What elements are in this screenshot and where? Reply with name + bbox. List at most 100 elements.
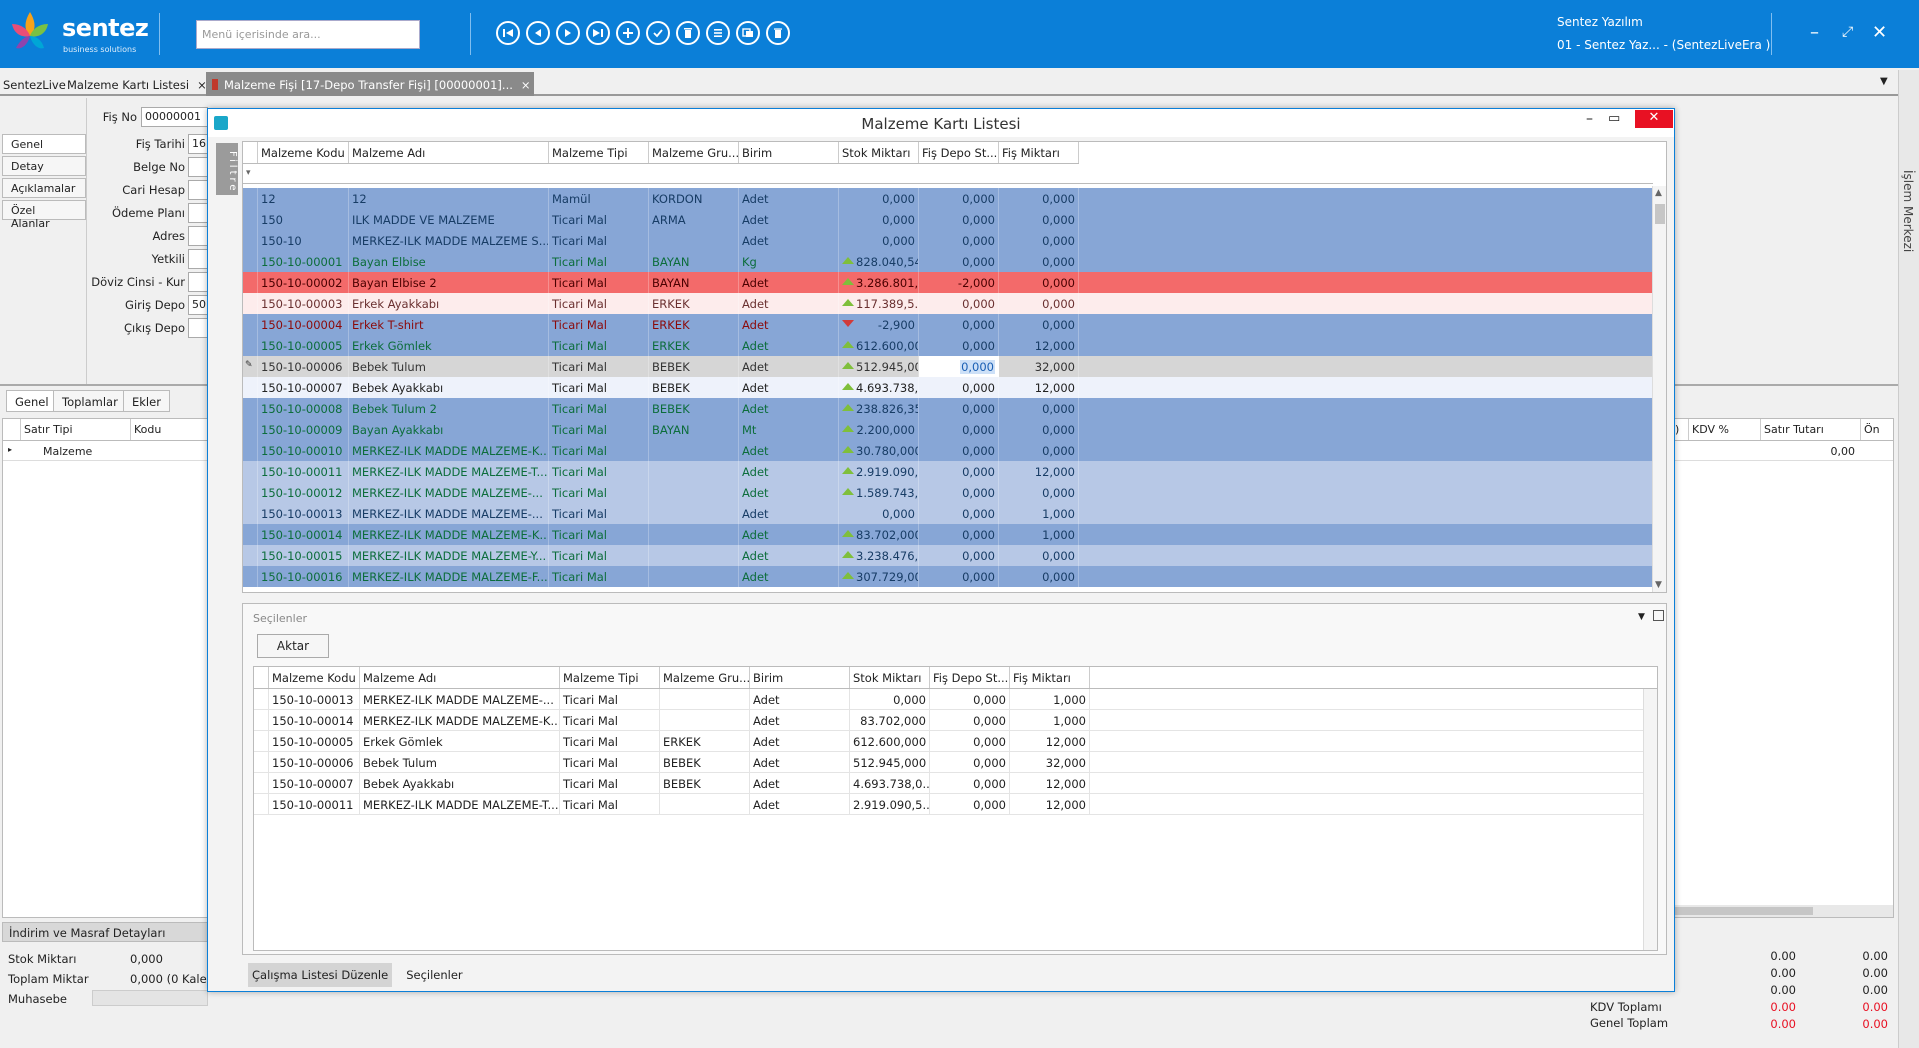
table-row[interactable]: 150-10-00002 Bayan Elbise 2 Ticari Mal BAYA… — [243, 272, 1653, 293]
cell-malzeme-adi[interactable]: MERKEZ-ILK MADDE MALZEME-K... — [360, 710, 560, 730]
cell-malzeme-grubu[interactable]: BEBEK — [660, 752, 750, 772]
vertical-scrollbar[interactable] — [1643, 689, 1657, 950]
cell-fis-depo-stok[interactable]: 0,000 — [919, 461, 999, 482]
table-row[interactable]: 150-10-00004 Erkek T-shirt Ticari Mal ERKEK… — [243, 314, 1653, 335]
cell-malzeme-kodu[interactable]: 150-10-00006 — [258, 356, 349, 377]
cell-fis-miktari[interactable]: 0,000 — [999, 293, 1079, 314]
column-header[interactable]: Kodu — [134, 423, 162, 436]
yetkili-field[interactable] — [188, 249, 208, 269]
table-row[interactable]: 150-10-00014 MERKEZ-ILK MADDE MALZEME-K..… — [243, 524, 1653, 545]
adres-field[interactable] — [188, 226, 208, 246]
table-row[interactable]: ✎ 150-10-00006 Bebek Tulum Ticari Mal BEBEK A… — [243, 356, 1653, 377]
cell-fis-miktari[interactable]: 12,000 — [1010, 773, 1090, 793]
close-tab-icon[interactable]: × — [520, 78, 531, 92]
filter-toggle[interactable]: Filtre — [216, 143, 238, 195]
cell-malzeme-adi[interactable]: 12 — [349, 188, 549, 209]
cell-fis-miktari[interactable]: 0,000 — [999, 440, 1079, 461]
cell-malzeme-grubu[interactable] — [660, 794, 750, 814]
cell-stok-miktari[interactable]: 512.945,000 — [850, 752, 930, 772]
cell-stok-miktari[interactable]: 2.919.090,5... — [839, 461, 919, 482]
horizontal-scrollbar[interactable] — [1673, 905, 1893, 917]
cell-fis-depo-stok[interactable]: 0,000 — [919, 314, 999, 335]
first-record-icon[interactable] — [496, 21, 520, 45]
cell-stok-miktari[interactable]: 3.286.801,... — [839, 272, 919, 293]
maximize-icon[interactable]: ▭ — [1608, 111, 1621, 126]
table-row[interactable]: 150-10-00014 MERKEZ-ILK MADDE MALZEME-K..… — [254, 710, 1657, 731]
next-record-icon[interactable] — [556, 21, 580, 45]
cell-birim[interactable]: Adet — [750, 794, 850, 814]
cell-malzeme-grubu[interactable] — [660, 689, 750, 709]
column-header-malzeme-grubu[interactable]: Malzeme Gru... — [660, 667, 750, 688]
table-row[interactable]: 150-10-00010 MERKEZ-ILK MADDE MALZEME-K..… — [243, 440, 1653, 461]
company-detail[interactable]: 01 - Sentez Yaz... - (SentezLiveEra ) — [1557, 38, 1771, 52]
cell-stok-miktari[interactable]: 0,000 — [839, 209, 919, 230]
column-header[interactable]: Satır Tipi — [21, 419, 131, 440]
cell-fis-depo-stok[interactable]: 0,000 — [930, 794, 1010, 814]
cell-birim[interactable]: Adet — [739, 272, 839, 293]
cell-malzeme-tipi[interactable]: Ticari Mal — [549, 230, 649, 251]
cell-malzeme-tipi[interactable]: Ticari Mal — [549, 419, 649, 440]
cell-malzeme-grubu[interactable] — [649, 230, 739, 251]
cell-stok-miktari[interactable]: 2.200,000 — [839, 419, 919, 440]
cell-stok-miktari[interactable]: 0,000 — [839, 230, 919, 251]
cell-malzeme-adi[interactable]: Bebek Tulum — [360, 752, 560, 772]
tab-genel-lower[interactable]: Genel — [6, 390, 58, 412]
cell-birim[interactable]: Adet — [739, 503, 839, 524]
cell-malzeme-tipi[interactable]: Ticari Mal — [549, 503, 649, 524]
cell-malzeme-kodu[interactable]: 150-10-00014 — [258, 524, 349, 545]
cell-fis-depo-stok[interactable]: 0,000 — [919, 251, 999, 272]
cell-fis-miktari[interactable]: 1,000 — [999, 524, 1079, 545]
cell-malzeme-adi[interactable]: MERKEZ-ILK MADDE MALZEME-T... — [349, 461, 549, 482]
table-row[interactable]: 150-10-00015 MERKEZ-ILK MADDE MALZEME-Y..… — [243, 545, 1653, 566]
cell-malzeme-tipi[interactable]: Ticari Mal — [549, 398, 649, 419]
cell-fis-depo-stok[interactable]: 0,000 — [930, 710, 1010, 730]
vertical-scrollbar[interactable]: ▲ ▼ — [1652, 186, 1666, 592]
cell-birim[interactable]: Kg — [739, 251, 839, 272]
column-header[interactable]: Satır Tutarı — [1761, 419, 1861, 440]
last-record-icon[interactable] — [586, 21, 610, 45]
cell-birim[interactable]: Adet — [739, 398, 839, 419]
cell-malzeme-adi[interactable]: Bebek Tulum — [349, 356, 549, 377]
cell-birim[interactable]: Adet — [750, 710, 850, 730]
cell-fis-miktari[interactable]: 12,000 — [999, 377, 1079, 398]
cell-malzeme-grubu[interactable]: BEBEK — [649, 398, 739, 419]
cell-malzeme-adi[interactable]: Bebek Ayakkabı — [349, 377, 549, 398]
cell-fis-miktari[interactable]: 0,000 — [999, 272, 1079, 293]
tab-ekler[interactable]: Ekler — [123, 390, 170, 412]
cell-fis-depo-stok[interactable]: 0,000 — [919, 398, 999, 419]
column-header-malzeme-kodu[interactable]: Malzeme Kodu — [258, 142, 349, 163]
cell-stok-miktari[interactable]: 2.919.090,5... — [850, 794, 930, 814]
table-row[interactable]: 150-10-00008 Bebek Tulum 2 Ticari Mal BEBEK… — [243, 398, 1653, 419]
table-row[interactable]: 150-10-00013 MERKEZ-ILK MADDE MALZEME-...… — [254, 689, 1657, 710]
table-row[interactable]: 150-10-00001 Bayan Elbise Ticari Mal BAYAN K… — [243, 251, 1653, 272]
cell-stok-miktari[interactable]: 0,000 — [839, 188, 919, 209]
filter-row[interactable]: ▾ — [243, 164, 1653, 184]
cell-fis-depo-stok[interactable]: 0,000 — [930, 689, 1010, 709]
column-header-malzeme-kodu[interactable]: Malzeme Kodu — [269, 667, 360, 688]
cell-malzeme-tipi[interactable]: Ticari Mal — [549, 251, 649, 272]
cell-fis-depo-stok[interactable]: -2,000 — [919, 272, 999, 293]
cell-malzeme-tipi[interactable]: Ticari Mal — [549, 335, 649, 356]
cell-fis-depo-stok[interactable]: 0,000 — [919, 293, 999, 314]
cell-malzeme-tipi[interactable]: Ticari Mal — [560, 710, 660, 730]
cell-malzeme-adi[interactable]: MERKEZ-ILK MADDE MALZEME-F... — [349, 566, 549, 587]
cell-malzeme-kodu[interactable]: 150-10-00015 — [258, 545, 349, 566]
cell-stok-miktari[interactable]: 238.826,350 — [839, 398, 919, 419]
tab-malzeme-karti-listesi[interactable]: Malzeme Kartı Listesi × — [64, 72, 210, 96]
cari-hesap-field[interactable] — [188, 180, 208, 200]
table-row[interactable]: 150-10-00011 MERKEZ-ILK MADDE MALZEME-T..… — [254, 794, 1657, 815]
cell-malzeme-kodu[interactable]: 150 — [258, 209, 349, 230]
cell-birim[interactable]: Adet — [739, 377, 839, 398]
cell-malzeme-kodu[interactable]: 150-10-00012 — [258, 482, 349, 503]
cell-malzeme-tipi[interactable]: Ticari Mal — [560, 752, 660, 772]
cell-fis-miktari[interactable]: 0,000 — [999, 209, 1079, 230]
column-header-malzeme-grubu[interactable]: Malzeme Gru... — [649, 142, 739, 163]
cell-malzeme-tipi[interactable]: Ticari Mal — [549, 356, 649, 377]
cell-stok-miktari[interactable]: 828.040,540 — [839, 251, 919, 272]
table-row[interactable]: 150-10-00003 Erkek Ayakkabı Ticari Mal ERKE… — [243, 293, 1653, 314]
cell-malzeme-tipi[interactable]: Ticari Mal — [549, 209, 649, 230]
row-expand-icon[interactable]: ▸ — [8, 445, 13, 454]
cell-malzeme-adi[interactable]: MERKEZ-ILK MADDE MALZEME-... — [349, 503, 549, 524]
cell-malzeme-kodu[interactable]: 150-10-00007 — [269, 773, 360, 793]
save-icon[interactable] — [646, 21, 670, 45]
